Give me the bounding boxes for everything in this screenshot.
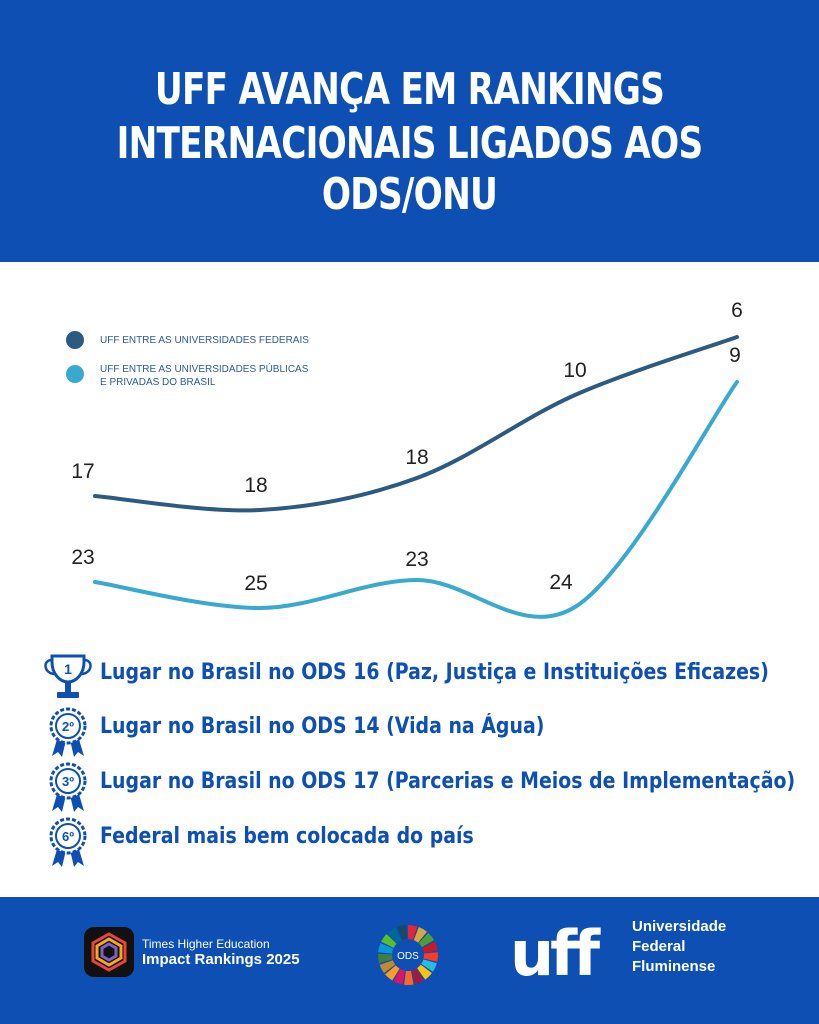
- data-label: 25: [244, 572, 267, 595]
- legend-marker-federal: [66, 331, 84, 349]
- data-label: 24: [549, 571, 573, 594]
- achievement-text: Lugar no Brasil no ODS 14 (Vida na Água): [100, 714, 545, 739]
- medal-rank: 2º: [62, 719, 74, 734]
- ods-segment: [404, 970, 414, 985]
- footer-banner: Times Higher Education Impact Rankings 2…: [0, 897, 819, 1024]
- ods-segment: [393, 969, 406, 985]
- data-label: 23: [71, 546, 94, 569]
- university-name: Universidade Federal Fluminense: [632, 917, 726, 977]
- ods-segment: [378, 953, 393, 964]
- page-title-line-1: UFF AVANÇA EM RANKINGS: [154, 64, 665, 115]
- ods-segment: [417, 964, 432, 980]
- rosette-icon: 3º: [49, 762, 87, 812]
- ods-segment: [408, 925, 418, 940]
- legend-label-brasil-line-1: UFF ENTRE AS UNIVERSIDADES PÚBLICAS: [100, 362, 309, 375]
- series-line-brasil: [93, 380, 739, 619]
- trophy-icon: 1: [44, 654, 92, 698]
- ods-segment: [378, 943, 394, 954]
- university-name-line-2: Federal: [632, 938, 686, 955]
- university-name-line-1: Universidade: [632, 918, 727, 935]
- data-label: 18: [244, 474, 267, 497]
- legend-label-federal: UFF ENTRE AS UNIVERSIDADES FEDERAIS: [100, 335, 309, 346]
- achievement-item: 3º Lugar no Brasil no ODS 17 (Parcerias …: [40, 761, 810, 812]
- legend-label-brasil-line-2: E PRIVADAS DO BRASIL: [100, 377, 216, 388]
- medal-rank: 1: [64, 661, 72, 677]
- ods-segment: [418, 932, 435, 948]
- ods-segment: [422, 941, 438, 953]
- page-title-line-2: INTERNACIONAIS LIGADOS AOS ODS/ONU: [116, 118, 704, 220]
- medal-rank: 6º: [62, 829, 74, 844]
- uff-logo: uff: [510, 925, 605, 987]
- achievement-text: Lugar no Brasil no ODS 17 (Parcerias e M…: [100, 769, 796, 794]
- header-banner: UFF AVANÇA EM RANKINGS INTERNACIONAIS LI…: [0, 0, 819, 262]
- achievement-item: 2º Lugar no Brasil no ODS 14 (Vida na Ág…: [40, 706, 810, 757]
- ods-segment: [397, 925, 408, 941]
- ods-label: ODS: [397, 951, 419, 962]
- data-label: 10: [563, 359, 586, 382]
- ods-segment: [413, 927, 427, 943]
- ods-segment: [423, 952, 438, 962]
- rosette-icon: 6º: [49, 817, 87, 867]
- legend-marker-brasil: [66, 365, 84, 383]
- data-label: 17: [71, 460, 94, 483]
- achievement-item: 1 Lugar no Brasil no ODS 16 (Paz, Justiç…: [40, 652, 810, 702]
- data-label: 6: [731, 299, 743, 322]
- ods-segment: [379, 960, 396, 974]
- ods-wheel-logo: ODS: [378, 925, 438, 985]
- medal-rank: 3º: [62, 774, 74, 789]
- achievement-text: Federal mais bem colocada do país: [100, 824, 474, 849]
- achievement-item: 6º Federal mais bem colocada do país: [40, 816, 810, 867]
- data-label: 9: [729, 344, 741, 367]
- ods-segment: [421, 959, 437, 972]
- ods-segment: [385, 965, 400, 981]
- rosette-icon: 2º: [49, 707, 87, 757]
- ods-segment: [381, 933, 397, 948]
- ranking-line-chart: UFF ENTRE AS UNIVERSIDADES FEDERAIS UFF …: [66, 299, 743, 619]
- university-name-line-3: Fluminense: [632, 958, 716, 975]
- data-label: 18: [405, 446, 428, 469]
- ods-segment: [387, 927, 402, 944]
- data-label: 23: [405, 548, 428, 571]
- chart-legend: UFF ENTRE AS UNIVERSIDADES FEDERAIS UFF …: [66, 331, 309, 388]
- times-higher-education-logo: [84, 927, 134, 977]
- series-line-federal: [93, 335, 739, 513]
- the-brand-text: Times Higher Education: [142, 937, 270, 951]
- ods-segment: [411, 968, 424, 985]
- uff-wordmark: uff: [510, 925, 601, 987]
- impact-rankings-text: Impact Rankings 2025: [142, 951, 300, 968]
- achievement-text: Lugar no Brasil no ODS 16 (Paz, Justiça …: [100, 660, 769, 685]
